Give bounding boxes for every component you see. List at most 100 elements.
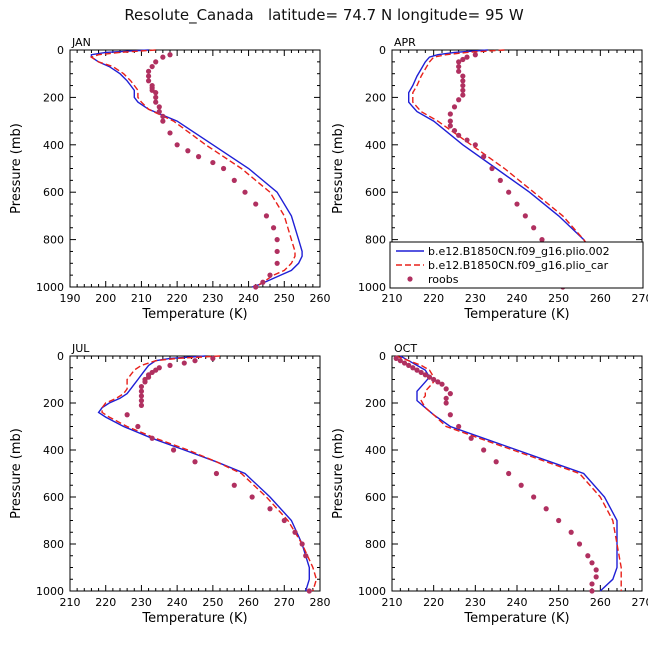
- obs-point: [138, 402, 145, 408]
- x-tick-label: 230: [465, 292, 486, 305]
- obs-point: [439, 381, 445, 387]
- obs-point: [456, 423, 462, 430]
- y-axis-label: Pressure (mb): [331, 123, 346, 214]
- obs-point: [589, 581, 595, 587]
- obs-point: [210, 355, 216, 361]
- y-tick-label: 1000: [358, 585, 386, 598]
- obs-point: [153, 90, 159, 96]
- obs-point: [303, 553, 309, 559]
- x-tick-label: 250: [548, 596, 569, 609]
- x-tick-label: 210: [60, 596, 81, 609]
- obs-point: [281, 517, 287, 524]
- y-tick-label: 600: [365, 186, 386, 199]
- obs-point: [451, 104, 458, 110]
- obs-point: [543, 506, 549, 512]
- obs-point: [460, 87, 466, 93]
- panel-oct: 210 220 230 240 250 260 270 0 200 400 600 800 1000 Te…: [331, 342, 648, 626]
- obs-point: [472, 142, 478, 148]
- obs-point: [242, 189, 248, 195]
- x-axis-label: Temperature (K): [463, 611, 569, 626]
- x-tick-label: 260: [310, 292, 331, 305]
- y-tick-label: 0: [57, 350, 64, 363]
- obs-point: [397, 358, 403, 364]
- panel-apr: 210 220 230 240 250 260 270 0 200 400 600 800 1000 Te…: [331, 36, 648, 322]
- obs-point: [160, 118, 166, 124]
- x-tick-label: 210: [382, 292, 403, 305]
- obs-point: [153, 59, 159, 65]
- x-tick-label: 280: [310, 596, 331, 609]
- y-tick-label: 600: [365, 491, 386, 504]
- obs-point: [174, 142, 180, 148]
- obs-point: [447, 111, 453, 117]
- obs-point: [156, 109, 162, 115]
- obs-point: [456, 132, 462, 138]
- obs-point: [231, 177, 237, 183]
- y-tick-label: 0: [379, 44, 386, 57]
- y-tick-label: 200: [365, 397, 386, 410]
- series-line-1: [90, 49, 303, 288]
- obs-point: [593, 567, 599, 573]
- obs-point: [589, 560, 595, 566]
- x-tick-label: 260: [590, 292, 611, 305]
- obs-point: [460, 78, 466, 84]
- obs-point: [192, 459, 198, 465]
- obs-point: [460, 82, 466, 89]
- y-tick-label: 0: [379, 350, 386, 363]
- obs-point: [435, 379, 441, 385]
- y-tick-label: 800: [43, 234, 64, 247]
- obs-point: [443, 386, 449, 392]
- x-tick-label: 270: [632, 596, 648, 609]
- series-line-2: [89, 49, 296, 288]
- obs-point: [135, 423, 141, 430]
- y-tick-label: 0: [57, 44, 64, 57]
- legend-box: [389, 241, 644, 289]
- series-line-2: [395, 355, 622, 591]
- panel-title: APR: [394, 36, 416, 49]
- x-tick-label: 250: [548, 292, 569, 305]
- obs-point: [138, 398, 145, 404]
- x-tick-label: 230: [202, 292, 223, 305]
- obs-point: [447, 412, 453, 418]
- x-tick-label: 210: [382, 596, 403, 609]
- x-axis-label: Temperature (K): [141, 611, 247, 626]
- y-tick-label: 400: [43, 139, 64, 152]
- obs-point: [460, 73, 466, 79]
- obs-point: [274, 237, 280, 243]
- y-tick-label: 400: [43, 444, 64, 457]
- x-tick-label: 220: [167, 292, 188, 305]
- obs-point: [531, 225, 537, 231]
- obs-point: [210, 159, 216, 166]
- obs-point: [414, 367, 420, 373]
- x-tick-label: 220: [95, 596, 116, 609]
- obs-point: [518, 482, 524, 488]
- obs-point: [431, 376, 437, 383]
- obs-point: [401, 360, 408, 366]
- y-tick-label: 800: [43, 538, 64, 551]
- y-tick-label: 800: [365, 538, 386, 551]
- plot-frame: [69, 49, 321, 288]
- obs-point: [170, 447, 177, 453]
- obs-point: [138, 388, 145, 394]
- obs-point: [456, 97, 462, 103]
- obs-point: [274, 248, 280, 255]
- plot-frame: [391, 355, 643, 592]
- panel-jul: 210 220 230 240 250 260 270 280 0 200 400 600 800 100…: [9, 342, 331, 626]
- obs-point: [299, 541, 305, 547]
- obs-point: [472, 52, 478, 58]
- x-tick-label: 250: [274, 292, 295, 305]
- y-tick-label: 200: [43, 397, 64, 410]
- legend-label: b.e12.B1850CN.f09_g16.plio_car: [428, 259, 609, 272]
- obs-point: [460, 56, 466, 63]
- y-tick-label: 1000: [36, 281, 64, 294]
- obs-point: [145, 68, 152, 74]
- obs-point: [576, 541, 583, 547]
- obs-point: [153, 94, 159, 100]
- y-tick-label: 600: [43, 186, 64, 199]
- x-tick-label: 240: [507, 292, 528, 305]
- obs-point: [410, 365, 416, 371]
- obs-point: [231, 482, 237, 488]
- obs-point: [263, 213, 270, 219]
- x-axis-label: Temperature (K): [141, 307, 247, 322]
- x-tick-label: 230: [465, 596, 486, 609]
